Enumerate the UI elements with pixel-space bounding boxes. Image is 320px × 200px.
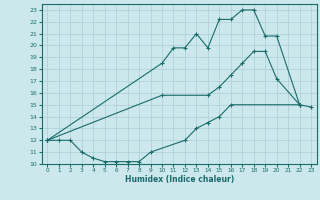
- X-axis label: Humidex (Indice chaleur): Humidex (Indice chaleur): [124, 175, 234, 184]
